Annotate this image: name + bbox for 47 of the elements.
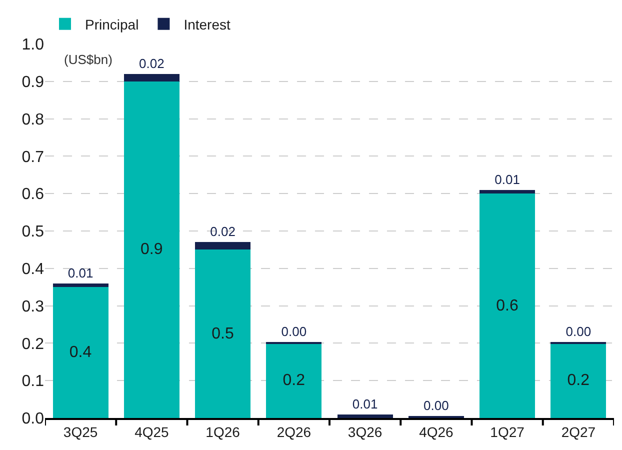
x-tick-label: 4Q26 [419,424,454,440]
y-tick-label: 0.9 [22,74,44,91]
legend-label: Principal [85,16,139,32]
bar [266,343,322,418]
data-label: 0.01 [68,265,94,280]
y-tick-label: 0.0 [22,410,44,428]
annotation: (US$bn) [64,52,112,67]
bar [480,194,536,418]
bar [195,250,251,418]
x-tick-label: 3Q26 [348,424,382,440]
data-label: 0.4 [69,344,92,362]
data-label: 0.9 [140,241,163,258]
data-label: 0.01 [352,396,378,412]
x-tick-label: 2Q26 [276,424,312,440]
y-tick-label: 0.6 [22,186,44,204]
data-label: 0.00 [566,324,592,339]
data-label: 0.2 [567,372,590,390]
data-label: 0.6 [496,297,518,314]
y-tick-label: 0.7 [22,148,44,166]
data-label: 0.00 [424,398,449,413]
x-tick-label: 1Q26 [206,424,240,440]
data-label: 0.02 [139,56,164,71]
x-tick-label: 1Q27 [490,424,525,440]
legend-label: Interest [184,16,231,32]
data-label: 0.02 [210,224,236,240]
bar [550,343,606,418]
bar [195,242,251,250]
bar [124,81,180,418]
y-tick-label: 1.0 [22,36,44,54]
data-label: 0.5 [212,325,234,342]
data-label: 0.00 [281,324,307,339]
data-label: 0.2 [282,372,306,390]
y-tick-label: 0.5 [22,224,44,241]
bar [52,287,108,418]
x-tick-label: 3Q25 [63,424,98,440]
x-tick-label: 4Q25 [134,424,170,440]
y-tick-label: 0.1 [22,373,44,390]
y-tick-label: 0.8 [22,111,44,128]
bar [124,74,180,82]
y-tick-label: 0.4 [22,261,44,278]
data-label: 0.01 [494,172,520,187]
y-tick-label: 0.2 [22,336,44,353]
x-tick-label: 2Q27 [561,424,596,440]
bar [337,414,393,418]
bar [480,190,536,194]
y-tick-label: 0.3 [22,298,44,316]
bar [52,283,108,288]
